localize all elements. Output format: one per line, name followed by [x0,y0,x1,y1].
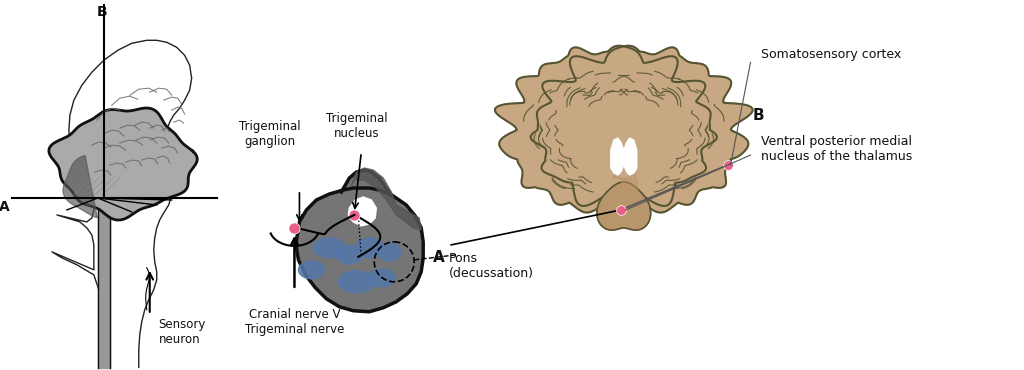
Text: Cranial nerve V
Trigeminal nerve: Cranial nerve V Trigeminal nerve [245,308,344,336]
Text: B: B [753,108,764,122]
Text: A: A [433,250,444,265]
Polygon shape [351,168,421,230]
Ellipse shape [313,238,345,258]
Ellipse shape [338,271,375,293]
Text: Ventral posterior medial
nucleus of the thalamus: Ventral posterior medial nucleus of the … [761,135,911,163]
Text: Sensory
neuron: Sensory neuron [159,318,206,346]
Ellipse shape [355,238,383,258]
Ellipse shape [368,269,395,287]
Polygon shape [530,46,753,219]
Polygon shape [495,46,717,219]
Polygon shape [611,138,624,175]
Ellipse shape [377,243,401,261]
Ellipse shape [298,261,325,279]
Text: B: B [96,5,108,19]
Polygon shape [597,182,650,230]
Polygon shape [49,108,198,220]
Polygon shape [348,197,376,226]
Text: Trigeminal
ganglion: Trigeminal ganglion [239,120,300,148]
Polygon shape [296,188,423,312]
Text: Pons
(decussation): Pons (decussation) [450,252,535,280]
Text: Somatosensory cortex: Somatosensory cortex [761,48,901,61]
Polygon shape [612,170,638,200]
Polygon shape [341,170,393,197]
Polygon shape [624,138,637,175]
Ellipse shape [336,246,362,264]
Polygon shape [63,155,97,218]
Text: A: A [0,200,10,214]
Text: Trigeminal
nucleus: Trigeminal nucleus [326,112,387,140]
